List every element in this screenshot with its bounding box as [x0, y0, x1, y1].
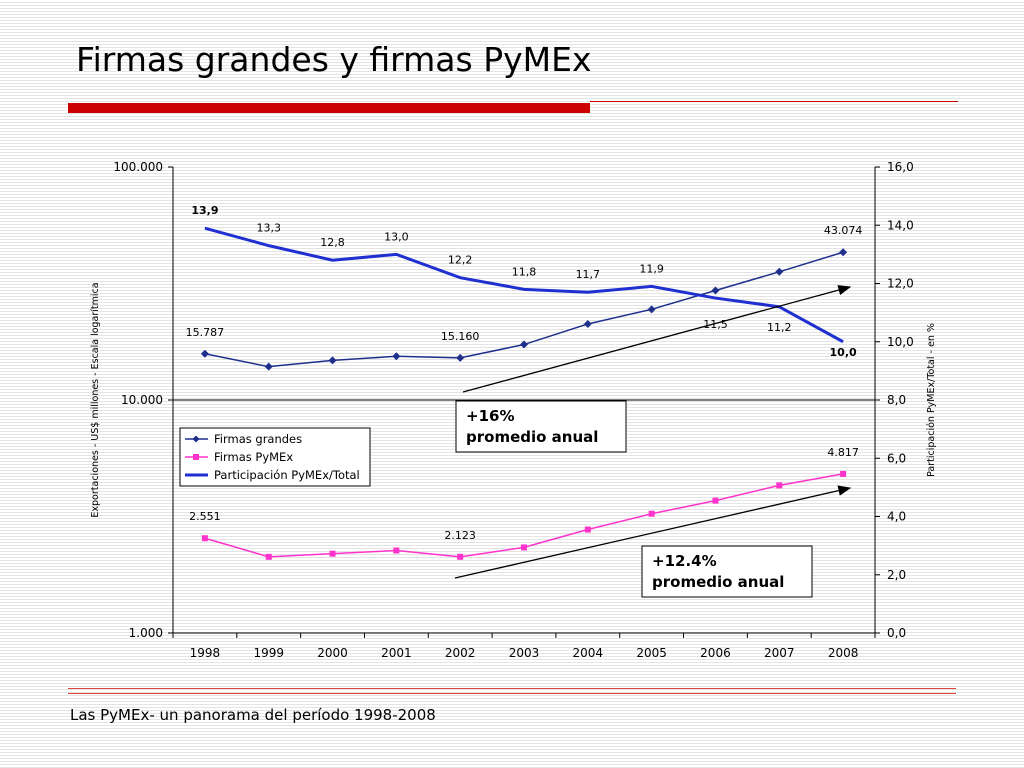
x-tick-label: 2005 — [636, 646, 667, 660]
x-tick-label: 2000 — [317, 646, 348, 660]
y-axis-title-left: Exportaciones - US$ millones - Escala lo… — [90, 282, 101, 517]
y2-tick-label: 2,0 — [887, 568, 906, 582]
data-point — [201, 535, 208, 542]
data-point — [839, 248, 848, 257]
data-point — [583, 319, 592, 328]
y2-tick-label: 0,0 — [887, 626, 906, 640]
data-label: 13,0 — [384, 230, 409, 243]
y2-tick-label: 12,0 — [887, 277, 914, 291]
data-point — [200, 349, 209, 358]
y2-tick-label: 8,0 — [887, 393, 906, 407]
data-point — [328, 356, 337, 365]
data-label: 15.160 — [441, 330, 480, 343]
y2-tick-label: 16,0 — [887, 160, 914, 174]
x-tick-label: 2008 — [828, 646, 859, 660]
y-tick-label: 10.000 — [121, 393, 163, 407]
data-point — [776, 482, 783, 489]
data-point — [329, 550, 336, 557]
data-point — [392, 352, 401, 361]
annotation-box — [641, 545, 813, 598]
data-label: 15.787 — [186, 326, 225, 339]
x-tick-label: 2006 — [700, 646, 731, 660]
annotation-text: promedio anual — [652, 573, 784, 591]
footer-caption: Las PyMEx- un panorama del período 1998-… — [70, 706, 436, 724]
legend-entry: Firmas PyMEx — [214, 450, 293, 464]
data-point — [712, 497, 719, 504]
y2-tick-label: 4,0 — [887, 510, 906, 524]
data-label: 43.074 — [824, 224, 863, 237]
y2-tick-label: 14,0 — [887, 218, 914, 232]
x-tick-label: 2007 — [764, 646, 795, 660]
x-tick-label: 2003 — [509, 646, 540, 660]
data-point — [265, 553, 272, 560]
data-label: 4.817 — [827, 446, 859, 459]
legend-marker — [193, 454, 199, 460]
data-label: 11,8 — [512, 265, 537, 278]
y-tick-label: 1.000 — [129, 626, 163, 640]
title-accent-rule — [590, 101, 958, 102]
y2-tick-label: 6,0 — [887, 451, 906, 465]
data-label: 12,2 — [448, 254, 473, 267]
data-label: 13,3 — [256, 222, 281, 235]
data-point — [840, 470, 847, 477]
legend-entry: Firmas grandes — [214, 432, 302, 446]
data-label: 10,0 — [830, 346, 857, 359]
data-label: 2.551 — [189, 510, 221, 523]
data-point — [456, 353, 465, 362]
title-accent-bar — [68, 103, 590, 113]
annotation-text: +12.4% — [652, 552, 717, 570]
legend — [179, 427, 371, 487]
trend-arrow — [454, 485, 852, 579]
data-label: 11,5 — [703, 318, 728, 331]
x-tick-label: 1998 — [190, 646, 221, 660]
data-point — [520, 340, 528, 349]
x-tick-label: 1999 — [253, 646, 284, 660]
data-label: 13,9 — [191, 204, 218, 217]
series-line — [204, 226, 844, 344]
data-point — [393, 547, 400, 554]
x-tick-label: 2004 — [573, 646, 604, 660]
data-point — [775, 267, 784, 276]
data-point — [648, 510, 655, 517]
data-point — [647, 305, 656, 314]
data-point — [521, 544, 527, 551]
data-label: 11,2 — [767, 321, 792, 334]
data-label: 11,7 — [576, 268, 601, 281]
y-axis-title-right: Participación PyMEx/Total - en % — [926, 323, 937, 477]
footer-rule — [68, 688, 956, 689]
annotation-text: promedio anual — [466, 428, 598, 446]
data-point — [457, 553, 464, 560]
data-point — [711, 286, 720, 295]
legend-marker — [192, 435, 200, 443]
data-label: 11,9 — [639, 262, 664, 275]
annotation-text: +16% — [466, 407, 514, 425]
y2-tick-label: 10,0 — [887, 335, 914, 349]
legend-entry: Participación PyMEx/Total — [214, 468, 360, 482]
x-tick-label: 2002 — [445, 646, 476, 660]
x-tick-label: 2001 — [381, 646, 412, 660]
data-point — [584, 526, 591, 533]
data-point — [264, 362, 273, 371]
y-tick-label: 100.000 — [113, 160, 163, 174]
data-label: 2.123 — [444, 529, 476, 542]
slide-title: Firmas grandes y firmas PyMEx — [76, 40, 592, 79]
trend-arrow — [462, 285, 852, 393]
data-label: 12,8 — [320, 236, 345, 249]
annotation-box — [455, 400, 627, 453]
footer-rule — [68, 693, 956, 694]
